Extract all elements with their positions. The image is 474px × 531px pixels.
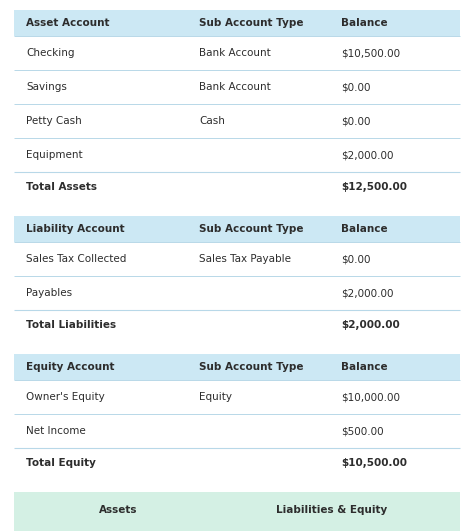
Text: Assets: Assets	[99, 506, 138, 516]
Text: Sub Account Type: Sub Account Type	[199, 224, 303, 234]
Text: Asset Account: Asset Account	[26, 18, 109, 28]
Text: $0.00: $0.00	[341, 254, 371, 264]
Text: Liability Account: Liability Account	[26, 224, 125, 234]
Text: Net Income: Net Income	[26, 426, 86, 436]
Text: Equity Account: Equity Account	[26, 362, 115, 372]
Text: Cash: Cash	[199, 116, 225, 126]
Text: Balance: Balance	[341, 224, 388, 234]
Text: $2,000.00: $2,000.00	[341, 320, 400, 330]
Text: Total Assets: Total Assets	[26, 182, 97, 192]
Text: $12,500.00: $12,500.00	[341, 182, 407, 192]
Text: Balance: Balance	[341, 18, 388, 28]
Bar	[14, 10, 460, 36]
Text: Petty Cash: Petty Cash	[26, 116, 82, 126]
Text: Equity: Equity	[199, 392, 232, 402]
Text: Equipment: Equipment	[26, 150, 82, 160]
Text: $0.00: $0.00	[341, 116, 371, 126]
Text: Sales Tax Collected: Sales Tax Collected	[26, 254, 127, 264]
Text: $2,000.00: $2,000.00	[341, 288, 394, 298]
Text: Total Equity: Total Equity	[26, 458, 96, 468]
Text: Bank Account: Bank Account	[199, 48, 271, 58]
Text: Sub Account Type: Sub Account Type	[199, 18, 303, 28]
Bar	[14, 354, 460, 380]
Text: Bank Account: Bank Account	[199, 82, 271, 92]
Text: $10,000.00: $10,000.00	[341, 392, 400, 402]
Text: Liabilities & Equity: Liabilities & Equity	[276, 506, 387, 516]
Text: $10,500.00: $10,500.00	[341, 48, 401, 58]
Text: Payables: Payables	[26, 288, 72, 298]
Text: Balance: Balance	[341, 362, 388, 372]
Text: Sales Tax Payable: Sales Tax Payable	[199, 254, 291, 264]
Text: Total Liabilities: Total Liabilities	[26, 320, 116, 330]
Text: $10,500.00: $10,500.00	[341, 458, 407, 468]
Text: Checking: Checking	[26, 48, 74, 58]
Bar	[14, 492, 460, 531]
Bar	[14, 216, 460, 242]
Text: Sub Account Type: Sub Account Type	[199, 362, 303, 372]
Text: $0.00: $0.00	[341, 82, 371, 92]
Text: $2,000.00: $2,000.00	[341, 150, 394, 160]
Text: $500.00: $500.00	[341, 426, 384, 436]
Text: Owner's Equity: Owner's Equity	[26, 392, 105, 402]
Text: Savings: Savings	[26, 82, 67, 92]
